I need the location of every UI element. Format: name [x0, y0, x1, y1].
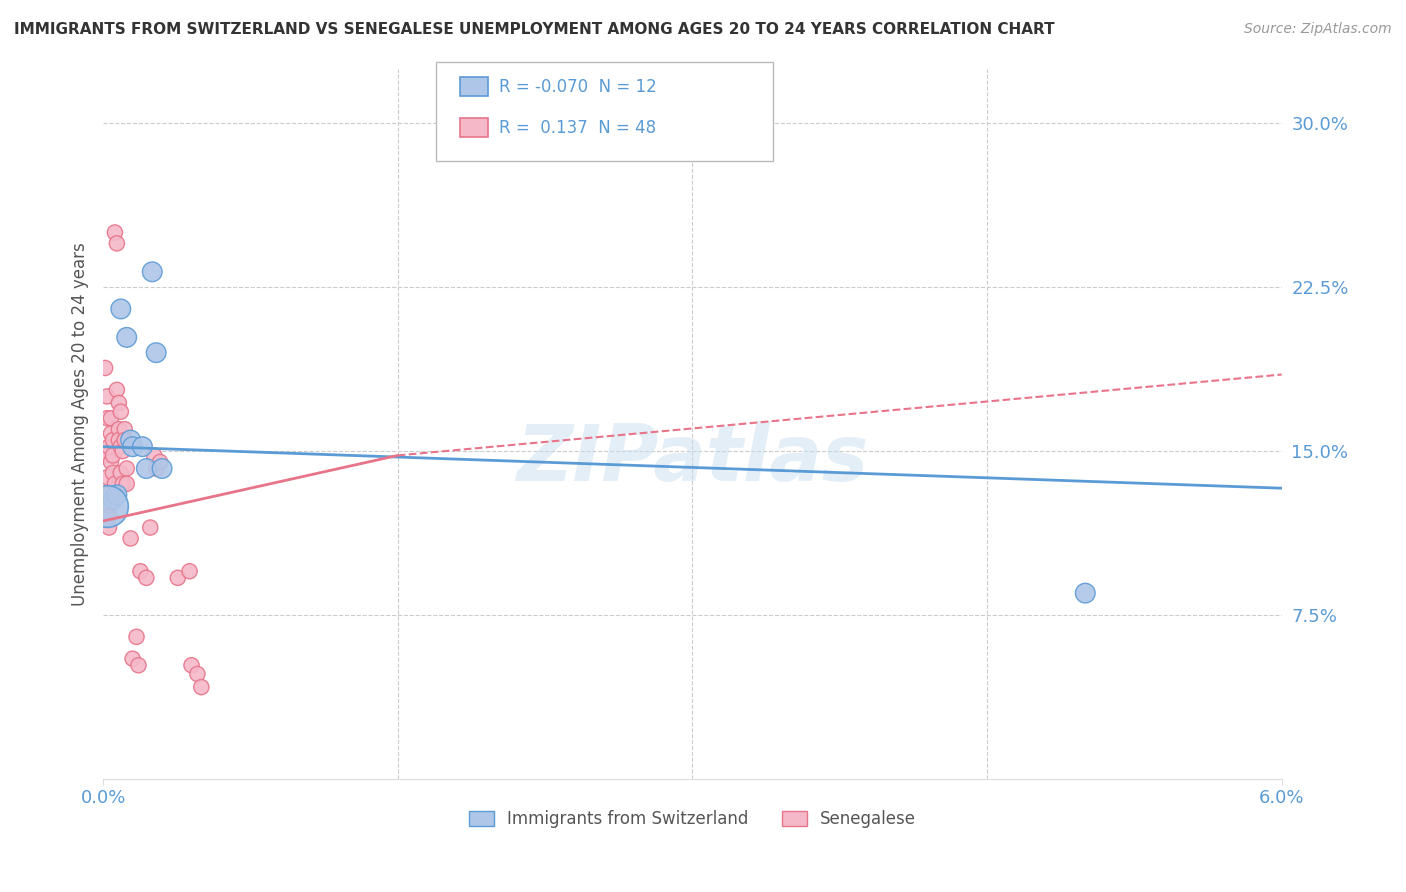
- Point: [114, 433, 136, 447]
- Point: [101, 466, 124, 480]
- Point: [145, 461, 167, 475]
- Point: [96, 488, 118, 502]
- Point: [1074, 586, 1097, 600]
- Text: Source: ZipAtlas.com: Source: ZipAtlas.com: [1244, 22, 1392, 37]
- Point: [190, 680, 212, 694]
- Point: [179, 564, 201, 578]
- Point: [105, 488, 128, 502]
- Point: [100, 426, 122, 441]
- Point: [104, 476, 127, 491]
- Point: [98, 499, 121, 513]
- Point: [150, 461, 173, 475]
- Point: [143, 449, 166, 463]
- Point: [129, 564, 152, 578]
- Point: [110, 466, 132, 480]
- Point: [105, 383, 128, 397]
- Point: [98, 509, 121, 524]
- Point: [101, 449, 124, 463]
- Point: [145, 345, 167, 359]
- Point: [135, 461, 157, 475]
- Point: [104, 226, 127, 240]
- Point: [100, 455, 122, 469]
- Point: [114, 422, 136, 436]
- Point: [98, 520, 121, 534]
- Point: [125, 630, 148, 644]
- Point: [110, 301, 132, 316]
- Point: [98, 440, 121, 454]
- Point: [115, 476, 138, 491]
- Point: [111, 476, 134, 491]
- Point: [101, 433, 124, 447]
- Point: [100, 411, 122, 425]
- Point: [108, 422, 131, 436]
- Point: [149, 455, 172, 469]
- Point: [120, 532, 142, 546]
- Point: [94, 361, 117, 376]
- Point: [166, 571, 188, 585]
- Y-axis label: Unemployment Among Ages 20 to 24 years: Unemployment Among Ages 20 to 24 years: [72, 242, 89, 606]
- Point: [104, 492, 127, 507]
- Point: [127, 658, 149, 673]
- Point: [96, 411, 118, 425]
- Point: [96, 499, 118, 513]
- Text: R =  0.137  N = 48: R = 0.137 N = 48: [499, 119, 657, 136]
- Point: [108, 433, 131, 447]
- Point: [120, 433, 142, 447]
- Point: [105, 236, 128, 251]
- Point: [96, 470, 118, 484]
- Point: [131, 440, 153, 454]
- Text: ZIPatlas: ZIPatlas: [516, 421, 869, 497]
- Point: [115, 330, 138, 344]
- Point: [141, 265, 163, 279]
- Point: [115, 461, 138, 475]
- Point: [186, 667, 208, 681]
- Point: [121, 651, 143, 665]
- Point: [121, 440, 143, 454]
- Point: [108, 396, 131, 410]
- Point: [111, 444, 134, 458]
- Point: [96, 449, 118, 463]
- Point: [96, 389, 118, 403]
- Text: IMMIGRANTS FROM SWITZERLAND VS SENEGALESE UNEMPLOYMENT AMONG AGES 20 TO 24 YEARS: IMMIGRANTS FROM SWITZERLAND VS SENEGALES…: [14, 22, 1054, 37]
- Point: [180, 658, 202, 673]
- Point: [110, 405, 132, 419]
- Point: [139, 520, 162, 534]
- Legend: Immigrants from Switzerland, Senegalese: Immigrants from Switzerland, Senegalese: [463, 803, 922, 835]
- Point: [110, 440, 132, 454]
- Point: [101, 492, 124, 507]
- Point: [135, 571, 157, 585]
- Text: R = -0.070  N = 12: R = -0.070 N = 12: [499, 78, 657, 95]
